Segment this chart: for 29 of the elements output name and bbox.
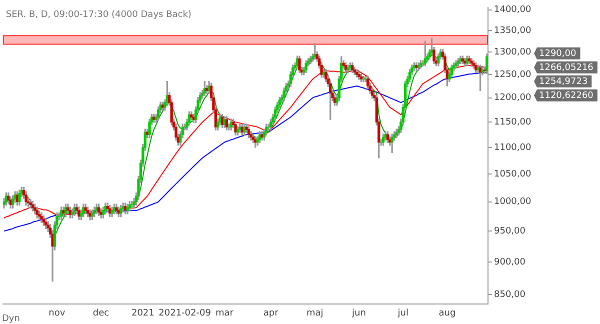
y-tick-label: 850,00 — [494, 290, 526, 300]
y-tick-label: 1100,00 — [494, 142, 532, 153]
x-tick-label: mar — [216, 308, 234, 319]
y-tick-label: 1000,00 — [494, 197, 532, 208]
y-tick-label: 1050,00 — [494, 169, 532, 180]
x-tick-label: apr — [263, 308, 279, 319]
text: Dyn — [2, 314, 20, 324]
y-tick-label: 1200,00 — [494, 93, 532, 104]
y-tick-label: 1300,00 — [494, 47, 532, 58]
candlestick — [29, 199, 32, 208]
text: 1120,62260 — [539, 91, 594, 102]
chart-title: SER. B, D, 09:00-17:30 (4000 Days Back) — [6, 10, 192, 20]
x-tick-label: 2021-02-09 — [158, 308, 212, 319]
x-tick-label: aug — [438, 308, 456, 319]
y-tick-label: 1350,00 — [494, 26, 532, 36]
y-tick-label: 950,00 — [494, 226, 526, 236]
x-tick-label: nov — [48, 308, 66, 319]
y-tick-label: 900,00 — [494, 257, 526, 268]
text: 1290,00 — [539, 49, 576, 60]
x-tick-label: 2021 — [131, 308, 154, 319]
y-tick-label: 1250,00 — [494, 70, 532, 80]
y-tick-label: 1400,00 — [494, 5, 532, 16]
x-tick-label: maj — [306, 308, 324, 319]
y-tick-label: 1150,00 — [494, 117, 532, 128]
x-tick-label: jun — [351, 308, 366, 319]
text: 1254,9723 — [539, 77, 588, 88]
text: 1266,05216 — [539, 63, 594, 74]
x-tick-label: jul — [396, 308, 408, 319]
x-tick-label: dec — [92, 308, 110, 319]
